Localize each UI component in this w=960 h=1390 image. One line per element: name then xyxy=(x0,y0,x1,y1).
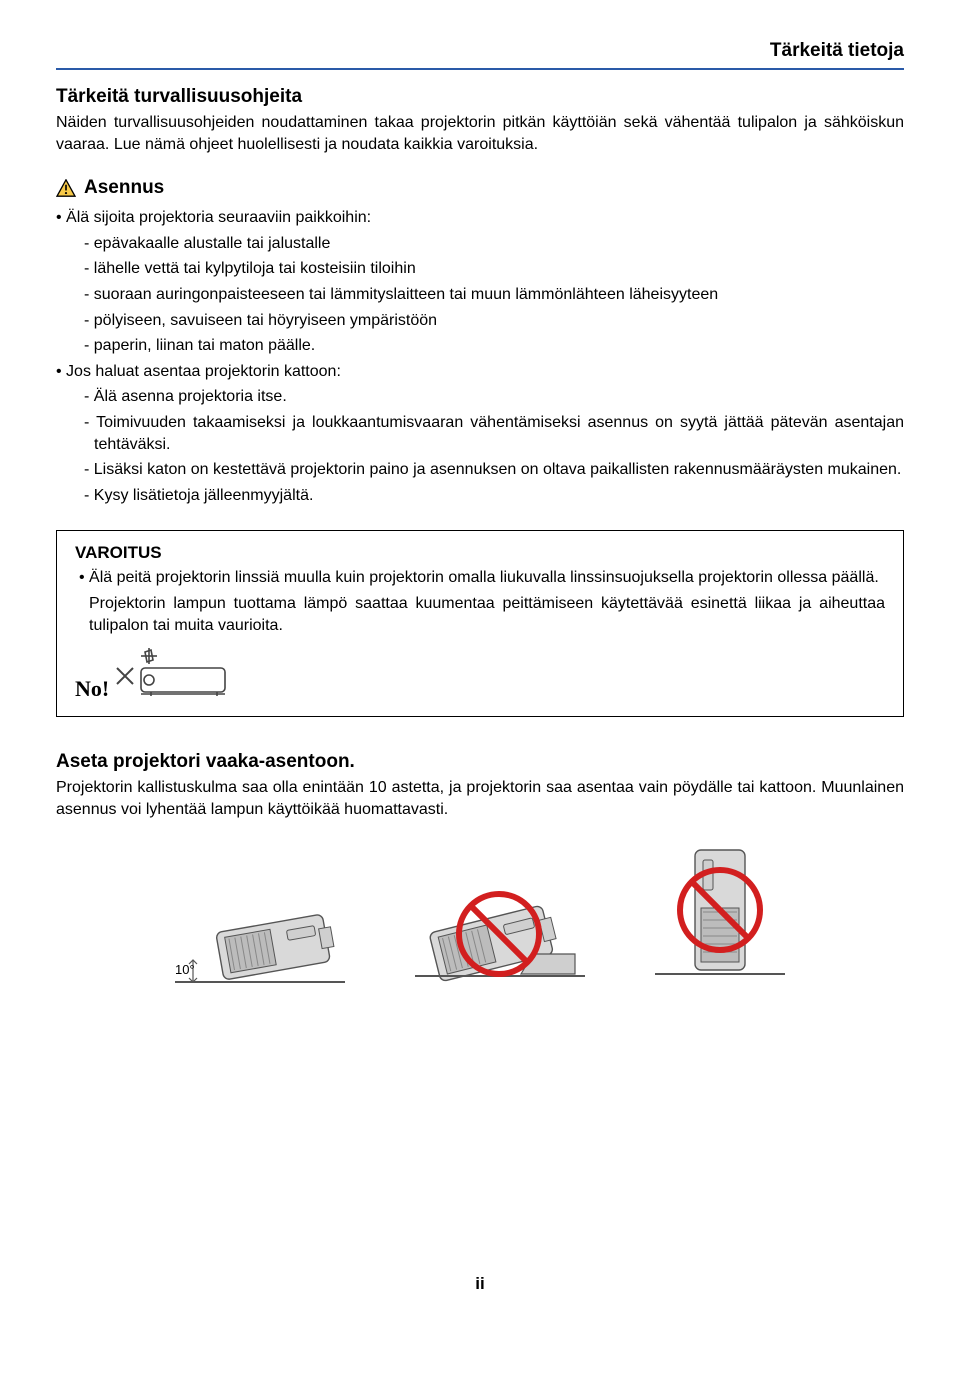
placement-illustrations: 10° xyxy=(56,844,904,994)
no-cover-illustration: No! xyxy=(75,646,885,702)
install-b2-1: - Älä asenna projektoria itse. xyxy=(84,386,904,408)
warning-p1: • Älä peitä projektorin linssiä muulla k… xyxy=(75,567,885,589)
warning-triangle-icon xyxy=(56,179,76,197)
install-b1-5: - paperin, liinan tai maton päälle. xyxy=(84,335,904,357)
section-corner-label: Tärkeitä tietoja xyxy=(56,40,904,62)
horizontal-title: Aseta projektori vaaka-asentoon. xyxy=(56,751,904,773)
projector-x-icon xyxy=(113,646,233,702)
tilt-ok-icon: 10° xyxy=(175,894,345,994)
safety-intro: Näiden turvallisuusohjeiden noudattamine… xyxy=(56,112,904,155)
install-b1: • Älä sijoita projektoria seuraaviin pai… xyxy=(56,207,904,229)
install-b1-2: - lähelle vettä tai kylpytiloja tai kost… xyxy=(84,258,904,280)
install-b1-1: - epävakaalle alustalle tai jalustalle xyxy=(84,233,904,255)
warning-box: VAROITUS • Älä peitä projektorin linssiä… xyxy=(56,530,904,717)
install-title: Asennus xyxy=(84,177,164,199)
header-rule xyxy=(56,68,904,70)
vertical-bad-icon xyxy=(655,844,785,994)
install-b2-2: - Toimivuuden takaamiseksi ja loukkaantu… xyxy=(84,412,904,455)
install-b2: • Jos haluat asentaa projektorin kattoon… xyxy=(56,361,904,383)
page-number: ii xyxy=(56,1274,904,1294)
install-b1-3: - suoraan auringonpaisteeseen tai lämmit… xyxy=(84,284,904,306)
warning-title: VAROITUS xyxy=(75,543,885,563)
install-b2-4: - Kysy lisätietoja jälleenmyyjältä. xyxy=(84,485,904,507)
tilt-bad-icon xyxy=(415,884,585,994)
no-label: No! xyxy=(75,676,109,702)
warning-p2: Projektorin lampun tuottama lämpö saatta… xyxy=(75,593,885,636)
angle-label: 10° xyxy=(175,962,195,977)
install-b1-4: - pölyiseen, savuiseen tai höyryiseen ym… xyxy=(84,310,904,332)
horizontal-text: Projektorin kallistuskulma saa olla enin… xyxy=(56,777,904,820)
safety-title: Tärkeitä turvallisuusohjeita xyxy=(56,86,904,108)
install-b2-3: - Lisäksi katon on kestettävä projektori… xyxy=(84,459,904,481)
